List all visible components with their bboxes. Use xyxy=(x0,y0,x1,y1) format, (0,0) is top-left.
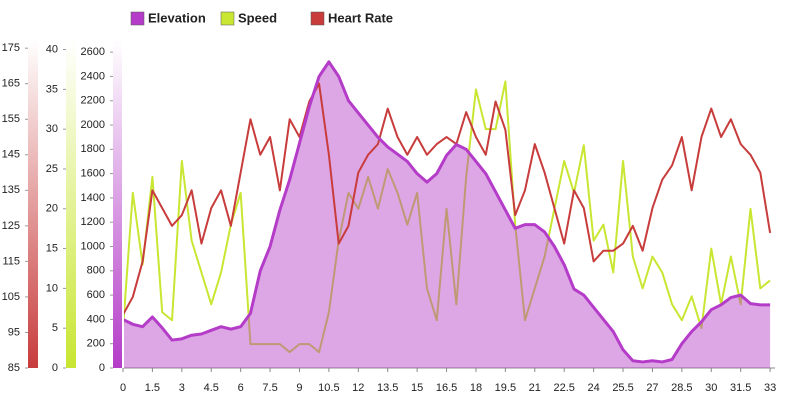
line xyxy=(122,82,772,316)
y-tick-label: 1400 xyxy=(81,192,105,204)
y-tick-label: 1600 xyxy=(81,168,105,180)
y-tick-label: 2600 xyxy=(81,46,105,58)
y-tick-label: 400 xyxy=(87,313,105,325)
y-tick-label: 115 xyxy=(2,255,20,267)
y-tick-label: 25 xyxy=(46,163,58,175)
y-tick-label: 85 xyxy=(8,362,20,374)
axis-bar xyxy=(113,40,123,368)
legend-swatch xyxy=(310,11,325,26)
x-tick-label: 1.5 xyxy=(145,382,160,394)
axis-bar xyxy=(66,40,76,368)
y-tick-label: 1200 xyxy=(81,216,105,228)
line xyxy=(122,60,771,364)
area xyxy=(123,61,771,369)
y-tick-label: 800 xyxy=(87,265,105,277)
legend-text: Speed xyxy=(238,10,277,25)
y-tick-label: 155 xyxy=(2,113,20,125)
x-tick-label: 22.5 xyxy=(553,382,574,394)
legend-text: Heart Rate xyxy=(328,10,393,25)
x-tick-label: 6 xyxy=(238,382,244,394)
y-tick-label: 5 xyxy=(52,322,58,334)
legend-swatch xyxy=(130,11,145,26)
x-tick-label: 19.5 xyxy=(495,382,516,394)
legend-swatch xyxy=(220,11,235,26)
y-tick-label: 175 xyxy=(2,42,20,54)
y-tick-label: 35 xyxy=(46,83,58,95)
x-tick-label: 12 xyxy=(352,382,364,394)
legend-text: Elevation xyxy=(148,10,206,25)
y-tick-label: 15 xyxy=(46,242,58,254)
x-tick-label: 21 xyxy=(529,382,541,394)
x-tick-label: 31.5 xyxy=(730,382,751,394)
y-tick-label: 0 xyxy=(52,362,58,374)
y-tick-label: 2200 xyxy=(81,95,105,107)
x-tick-label: 24 xyxy=(587,382,599,394)
y-tick-label: 125 xyxy=(2,220,20,232)
x-tick-label: 27 xyxy=(646,382,658,394)
x-tick-label: 25.5 xyxy=(612,382,633,394)
y-tick-label: 40 xyxy=(46,43,58,55)
x-tick-label: 0 xyxy=(120,382,126,394)
y-tick-label: 1000 xyxy=(81,240,105,252)
y-tick-label: 0 xyxy=(99,362,105,374)
y-tick-label: 95 xyxy=(8,326,20,338)
y-tick-label: 135 xyxy=(2,184,20,196)
y-tick-label: 200 xyxy=(87,338,105,350)
y-tick-label: 165 xyxy=(2,78,20,90)
x-tick-label: 18 xyxy=(470,382,482,394)
x-tick-label: 15 xyxy=(411,382,423,394)
plot-area xyxy=(123,40,775,368)
x-tick-label: 28.5 xyxy=(671,382,692,394)
axis-bar xyxy=(28,40,38,368)
x-tick-label: 13.5 xyxy=(377,382,398,394)
y-tick-label: 30 xyxy=(46,123,58,135)
x-tick-label: 7.5 xyxy=(262,382,277,394)
y-tick-label: 20 xyxy=(46,203,58,215)
y-tick-label: 145 xyxy=(2,149,20,161)
y-tick-label: 10 xyxy=(46,282,58,294)
x-tick-label: 10.5 xyxy=(318,382,339,394)
x-tick-label: 30 xyxy=(705,382,717,394)
x-tick-label: 3 xyxy=(179,382,185,394)
y-tick-label: 2400 xyxy=(81,70,105,82)
y-tick-label: 1800 xyxy=(81,143,105,155)
x-tick-label: 4.5 xyxy=(204,382,219,394)
x-tick-label: 33 xyxy=(764,382,776,394)
x-tick-label: 9 xyxy=(296,382,302,394)
y-tick-label: 600 xyxy=(87,289,105,301)
y-tick-label: 2000 xyxy=(81,119,105,131)
y-tick-label: 105 xyxy=(2,291,20,303)
x-tick-label: 16.5 xyxy=(436,382,457,394)
